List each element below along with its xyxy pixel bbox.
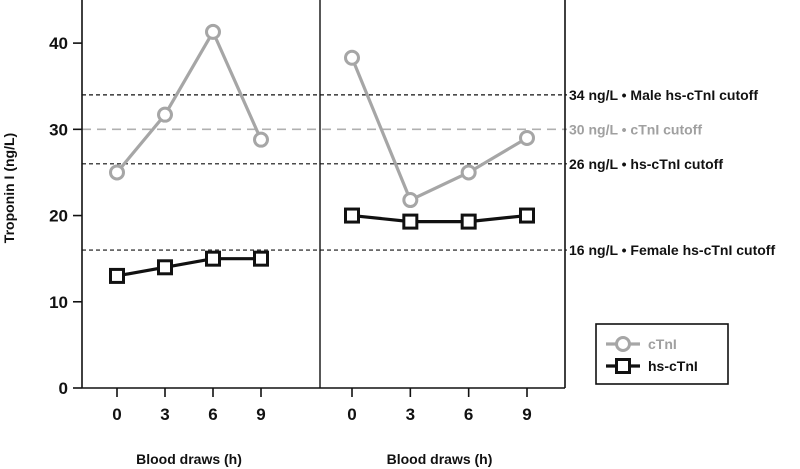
y-tick-label-30: 30 [49,120,68,139]
x-tick-label-p2-9: 9 [522,405,531,424]
point-hsctni-p2-h3 [402,213,419,230]
legend-marker-hsctni [615,358,631,374]
y-tick-label-10: 10 [49,293,68,312]
y-tick-label-20: 20 [49,207,68,226]
point-hsctni-p1-h0 [109,267,125,284]
point-hsctni-p2-h9 [519,207,535,224]
series-line-hsctni-panel-1 [116,257,261,278]
point-hsctni-p1-h6 [205,250,221,267]
reference-label-16: 16 ng/L • Female hs-cTnI cutoff [569,242,775,258]
reference-label-26: 26 ng/L • hs-cTnI cutoff [569,156,723,172]
legend-label-ctni: cTnI [648,336,677,352]
point-ctni-p1-h0 [109,164,125,181]
y-tick-label-40: 40 [49,34,68,53]
legend-marker-ctni [615,336,631,352]
point-ctni-p1-h9 [253,131,269,148]
x-tick-label-p1-6: 6 [208,405,217,424]
point-hsctni-p1-h3 [157,259,173,276]
y-axis-title: Troponin I (ng/L) [1,133,17,243]
series-line-ctni-panel-2 [350,57,528,203]
reference-label-30: 30 ng/L • cTnI cutoff [569,121,702,137]
x-axis-title-panel-2: Blood draws (h) [387,451,493,467]
point-hsctni-p1-h9 [253,250,269,267]
point-ctni-p1-h3 [157,106,173,123]
point-ctni-p2-h3 [402,192,419,209]
x-tick-label-p1-0: 0 [112,405,121,424]
legend-label-hsctni: hs-cTnI [648,358,698,374]
point-ctni-p1-h6 [205,23,221,40]
point-ctni-p2-h9 [519,129,535,146]
x-tick-label-p2-6: 6 [464,405,473,424]
x-axis-title-panel-1: Blood draws (h) [136,451,242,467]
point-hsctni-p2-h6 [460,213,477,230]
x-tick-label-p1-9: 9 [256,405,265,424]
series-line-ctni-panel-1 [115,28,263,174]
legend-box [595,323,729,385]
x-tick-label-p2-3: 3 [406,405,415,424]
point-ctni-p2-h0 [344,49,360,66]
x-tick-label-p1-3: 3 [160,405,169,424]
x-tick-label-p2-0: 0 [347,405,356,424]
point-ctni-p2-h6 [460,164,477,181]
series-line-hsctni-panel-2 [351,213,528,224]
reference-label-34: 34 ng/L • Male hs-cTnI cutoff [569,87,758,103]
point-hsctni-p2-h0 [344,207,360,224]
y-tick-label-0: 0 [59,379,68,398]
